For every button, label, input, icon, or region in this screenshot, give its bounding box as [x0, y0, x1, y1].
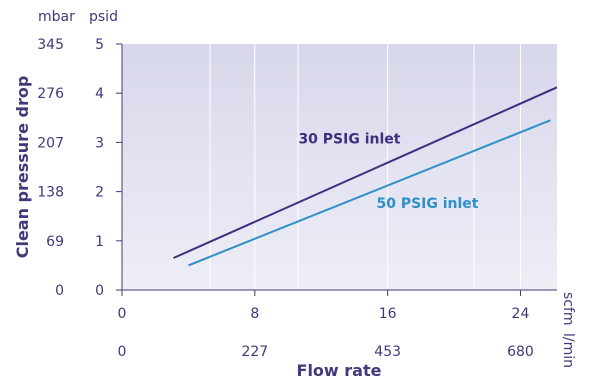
y-tick-label-4: 4	[95, 86, 104, 102]
y-tick-label-0: 0	[95, 283, 104, 299]
series-label-1: 50 PSIG inlet	[376, 196, 478, 212]
y-secondary-tick-label-2: 138	[37, 185, 64, 201]
grid-lines	[209, 44, 521, 290]
y-tick-label-1: 1	[95, 234, 104, 250]
x-axis-title: Flow rate	[297, 361, 382, 380]
x-secondary-tick-label-0: 0	[118, 344, 127, 360]
axes	[116, 43, 557, 296]
x-tick-label-0: 0	[118, 306, 127, 322]
x-secondary-tick-label-1: 227	[241, 344, 268, 360]
series-line-0	[173, 86, 558, 259]
y-secondary-tick-label-0: 0	[55, 283, 64, 299]
x-secondary-tick-label-3: 680	[507, 344, 534, 360]
plot-area	[122, 44, 557, 290]
y-tick-label-3: 3	[95, 135, 104, 151]
y-secondary-tick-label-1: 69	[46, 234, 64, 250]
series-lines: 30 PSIG inlet 50 PSIG inlet	[173, 86, 558, 267]
x-secondary-tick-label-2: 453	[374, 344, 401, 360]
y-secondary-tick-label-5: 345	[37, 37, 64, 53]
x-secondary-unit: l/min	[560, 333, 576, 368]
y-tick-label-2: 2	[95, 185, 104, 201]
x-tick-label-3: 24	[512, 306, 530, 322]
y-tick-label-5: 5	[95, 37, 104, 53]
x-tick-label-1: 8	[250, 306, 259, 322]
y-primary-unit: psid	[89, 9, 118, 25]
y-secondary-tick-label-3: 207	[37, 135, 64, 151]
x-tick-label-2: 16	[379, 306, 397, 322]
series-label-0: 30 PSIG inlet	[298, 131, 400, 147]
y-axis-title: Clean pressure drop	[13, 76, 32, 259]
y-secondary-unit: mbar	[38, 9, 75, 25]
x-primary-unit: scfm	[560, 292, 576, 326]
series-line-1	[188, 119, 551, 267]
y-secondary-tick-label-4: 276	[37, 86, 64, 102]
